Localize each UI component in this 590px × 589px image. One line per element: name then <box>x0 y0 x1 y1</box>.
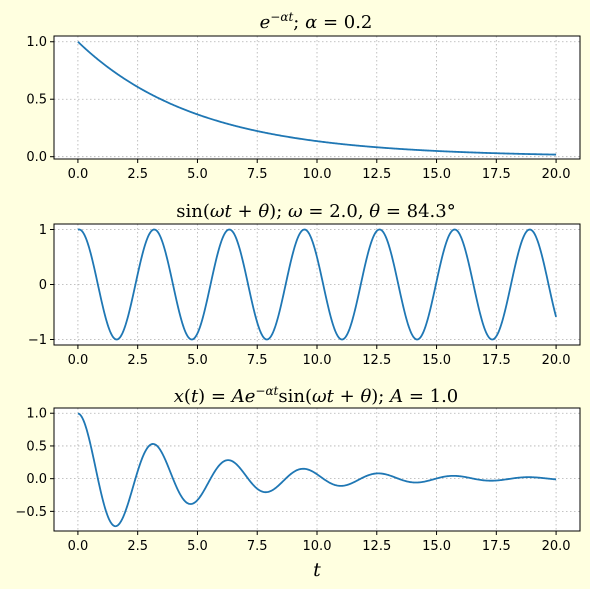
title-sep: ; <box>293 12 305 33</box>
title-sin: sin( <box>176 201 210 222</box>
plots: 0.0 2.5 5.0 7.5 10.0 12.5 15.0 17.5 20.00.00.51.… <box>15 35 581 581</box>
title-plus2: + <box>334 386 361 407</box>
series-line <box>77 228 557 341</box>
panel-exponential: e−αt; α = 0.2 <box>260 10 373 33</box>
title-A: A <box>388 386 403 407</box>
title-t: t <box>191 386 199 407</box>
x-tick-label: 15.0 <box>422 353 451 368</box>
panel-damped-title: x(t) = Ae−αtsin(ωt + θ); A = 1.0 <box>174 384 459 407</box>
x-tick-label: 17.5 <box>482 539 511 554</box>
x-tick-label: 17.5 <box>482 353 511 368</box>
title-omega-val: = 2.0, <box>303 201 370 222</box>
title-exp-sup2: −αt <box>255 384 278 398</box>
title-theta: θ <box>258 201 269 222</box>
y-tick-label: 1.0 <box>26 35 47 50</box>
title-eq: ) = <box>198 386 232 407</box>
x-tick-label: 0.0 <box>68 539 89 554</box>
x-tick-label: 12.5 <box>362 353 391 368</box>
y-tick-label: 0.0 <box>26 150 47 165</box>
x-tick-label: 12.5 <box>362 167 391 182</box>
title-wt: ωt <box>210 201 233 222</box>
x-tick-label: 20.0 <box>542 353 571 368</box>
title-omega: ω <box>288 201 303 222</box>
title-theta2: θ <box>369 201 380 222</box>
y-tick-label: −0.5 <box>15 505 47 520</box>
x-tick-label: 15.0 <box>422 167 451 182</box>
title-sin2: sin( <box>278 386 312 407</box>
x-tick-label: 7.5 <box>247 539 268 554</box>
x-tick-label: 20.0 <box>542 539 571 554</box>
x-tick-label: 12.5 <box>362 539 391 554</box>
x-tick-label: 10.0 <box>303 167 332 182</box>
x-tick-label: 2.5 <box>127 167 148 182</box>
x-tick-label: 0.0 <box>68 353 89 368</box>
title-Ae: Ae <box>230 386 256 407</box>
x-tick-label: 17.5 <box>482 167 511 182</box>
title-close: ); <box>269 201 288 222</box>
panel-sine: sin(ωt + θ); ω = 2.0, θ = 84.3° <box>176 201 455 222</box>
panel-exponential-title: e−αt; α = 0.2 <box>260 10 373 33</box>
panel-damped: x(t) = Ae−αtsin(ωt + θ); A = 1.0 <box>174 384 459 407</box>
title-exp-sup: −αt <box>270 10 293 24</box>
panel-sine-title: sin(ωt + θ); ω = 2.0, θ = 84.3° <box>176 201 455 222</box>
x-tick-label: 7.5 <box>247 167 268 182</box>
axes-2: 0.0 2.5 5.0 7.5 10.0 12.5 15.0 17.5 20.0 −1 0 1 <box>28 223 581 368</box>
title-theta-val: = 84.3° <box>380 201 456 222</box>
series-line <box>77 412 557 528</box>
title-e: e <box>260 12 271 33</box>
y-tick-label: 0.5 <box>26 93 47 108</box>
title-theta3: θ <box>360 386 371 407</box>
x-tick-label: 5.0 <box>187 167 208 182</box>
x-tick-label: 7.5 <box>247 353 268 368</box>
y-tick-label: −1 <box>28 333 47 348</box>
x-tick-label: 10.0 <box>303 539 332 554</box>
x-tick-label: 10.0 <box>303 353 332 368</box>
title-paren: ( <box>184 386 191 407</box>
x-tick-label: 2.5 <box>127 539 148 554</box>
title-A-val: = 1.0 <box>403 386 458 407</box>
axes-3: 0.0 2.5 5.0 7.5 10.0 12.5 15.0 17.5 20.0 −0.5 0.0 0… <box>15 407 581 581</box>
x-tick-label: 15.0 <box>422 539 451 554</box>
y-tick-label: 0.5 <box>26 439 47 454</box>
series-line <box>77 41 557 156</box>
x-tick-label: 5.0 <box>187 539 208 554</box>
y-tick-label: 1.0 <box>26 407 47 422</box>
x-tick-label: 20.0 <box>542 167 571 182</box>
title-wt2: ωt <box>312 386 335 407</box>
x-tick-label: 5.0 <box>187 353 208 368</box>
y-tick-label: 0 <box>39 278 47 293</box>
title-close2: ); <box>371 386 390 407</box>
title-x: x <box>174 386 184 407</box>
axes-1: 0.0 2.5 5.0 7.5 10.0 12.5 15.0 17.5 20.0 0.0 0.5 1.… <box>26 35 581 182</box>
y-tick-label: 1 <box>39 223 47 238</box>
title-plus: + <box>232 201 259 222</box>
title-alpha-val: = 0.2 <box>317 12 372 33</box>
x-axis-label: t <box>313 559 321 581</box>
x-tick-label: 0.0 <box>68 167 89 182</box>
y-tick-label: 0.0 <box>26 472 47 487</box>
title-alpha: α <box>305 12 317 33</box>
x-tick-label: 2.5 <box>127 353 148 368</box>
